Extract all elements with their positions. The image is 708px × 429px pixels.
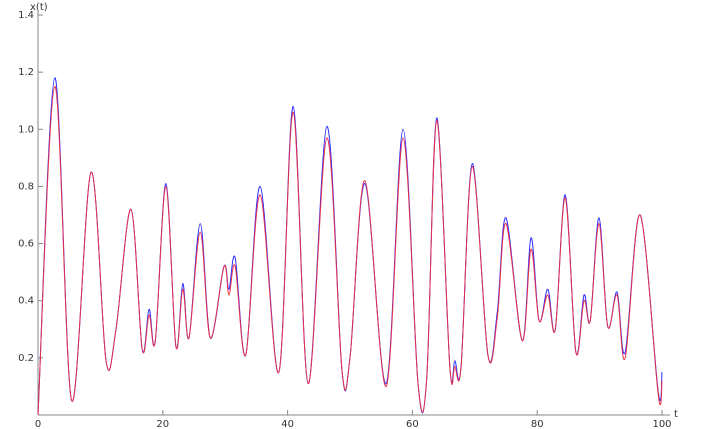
series-line <box>37 77 663 416</box>
x-tick-label: 20 <box>156 419 169 429</box>
x-tick-label: 80 <box>531 419 544 429</box>
x-tick-label: 60 <box>406 419 419 429</box>
series-line <box>37 85 663 416</box>
x-tick-label: 40 <box>281 419 294 429</box>
y-tick-label: 0.6 <box>18 239 34 250</box>
x-tick-label: 100 <box>652 419 671 429</box>
y-tick-label: 1.4 <box>18 10 34 21</box>
y-tick-label: 0.4 <box>18 296 34 307</box>
x-tick-label: 0 <box>35 419 41 429</box>
y-tick-label: 1.0 <box>18 124 34 135</box>
y-axis-label: x(t) <box>30 2 48 13</box>
y-tick-label: 0.2 <box>18 353 34 364</box>
y-tick-label: 1.2 <box>18 67 34 78</box>
x-axis-label: t <box>674 409 678 420</box>
y-tick-label: 0.8 <box>18 181 34 192</box>
